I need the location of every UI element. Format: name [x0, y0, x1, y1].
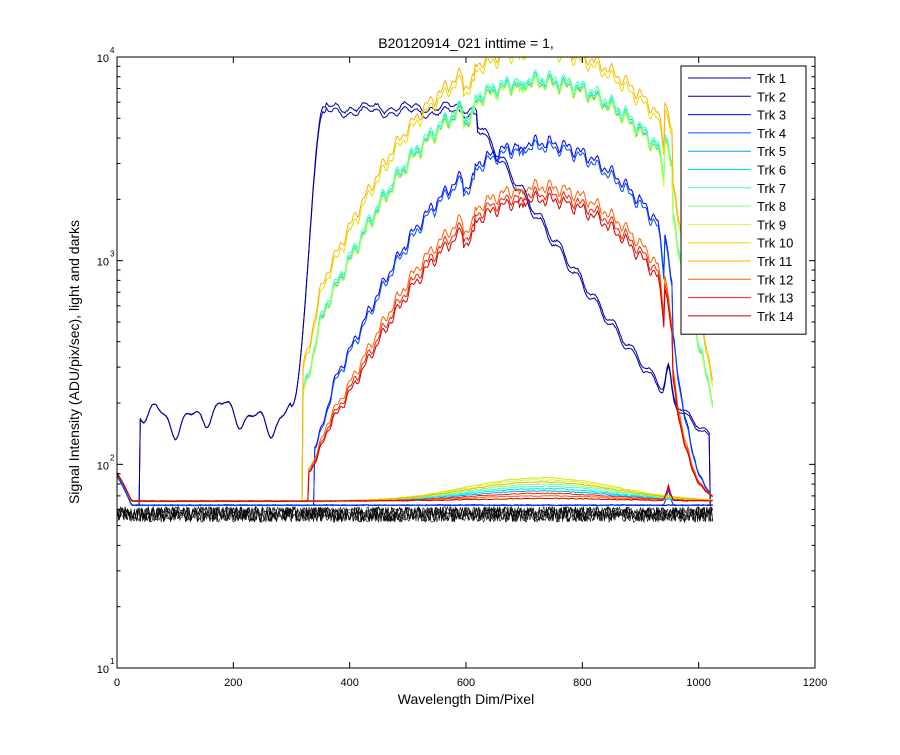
legend-label: Trk 8 — [757, 199, 786, 214]
legend-label: Trk 2 — [757, 89, 786, 104]
chart-title: B20120914_021 inttime = 1, — [378, 35, 554, 51]
legend-label: Trk 4 — [757, 126, 786, 141]
series-dark-line — [117, 472, 713, 503]
legend-label: Trk 11 — [757, 254, 792, 269]
series-line — [117, 178, 713, 502]
series-trk-1 — [117, 105, 713, 507]
series-line — [117, 100, 713, 506]
x-tick-label: 600 — [457, 677, 475, 689]
series-line — [117, 69, 714, 502]
legend-label: Trk 13 — [757, 291, 793, 306]
series-line — [117, 105, 713, 506]
series-trk-4 — [117, 139, 713, 507]
series-trk-2 — [117, 100, 713, 507]
legend-label: Trk 9 — [757, 217, 786, 232]
plot-area — [117, 57, 714, 524]
y-axis-label: Signal Intensity (ADU/pix/sec), light an… — [66, 220, 82, 504]
x-tick-label: 200 — [224, 677, 242, 689]
y-tick-exponent: 2 — [110, 453, 115, 462]
series-trk-6 — [117, 71, 714, 503]
dark-frame-trace — [117, 505, 713, 523]
x-tick-label: 0 — [114, 677, 120, 689]
series-line — [117, 76, 714, 502]
dark-frames-layer — [117, 505, 713, 524]
x-tick-label: 400 — [340, 677, 358, 689]
y-tick-label: 10 — [97, 257, 109, 269]
series-line — [117, 71, 714, 502]
series-trk-9 — [117, 76, 714, 503]
series-layer — [117, 57, 714, 507]
legend-label: Trk 12 — [757, 272, 793, 287]
series-trk-14 — [117, 190, 713, 503]
legend-label: Trk 1 — [757, 71, 786, 86]
y-tick-label: 10 — [97, 460, 109, 472]
y-tick-label: 10 — [97, 664, 109, 676]
series-trk-7 — [117, 69, 714, 503]
legend-label: Trk 7 — [757, 181, 786, 196]
series-line — [117, 139, 713, 506]
series-line — [117, 74, 714, 502]
legend-label: Trk 3 — [757, 108, 786, 123]
series-trk-8 — [117, 74, 714, 503]
series-trk-5 — [117, 74, 714, 503]
series-dark-line — [117, 475, 713, 507]
legend-label: Trk 6 — [757, 163, 786, 178]
x-tick-label: 800 — [573, 677, 591, 689]
y-tick-exponent: 3 — [110, 250, 115, 259]
legend-label: Trk 10 — [757, 236, 793, 251]
x-axis: 0 200 400 600 800 1000 1200 — [114, 57, 827, 689]
legend-label: Trk 14 — [757, 309, 793, 324]
legend-label: Trk 5 — [757, 144, 786, 159]
x-tick-label: 1000 — [686, 677, 710, 689]
x-axis-label: Wavelength Dim/Pixel — [398, 691, 534, 707]
legend: Trk 1 Trk 2 Trk 3 Trk 4 Trk 5 Trk 6 Trk 7 Trk 8… — [680, 65, 807, 335]
y-tick-label: 10 — [97, 53, 109, 65]
series-line — [117, 74, 714, 502]
x-tick-label: 1200 — [803, 677, 827, 689]
y-tick-exponent: 1 — [110, 657, 115, 666]
dark-frame-trace — [117, 505, 713, 524]
legend-box — [680, 65, 807, 335]
y-tick-exponent: 4 — [110, 46, 115, 55]
